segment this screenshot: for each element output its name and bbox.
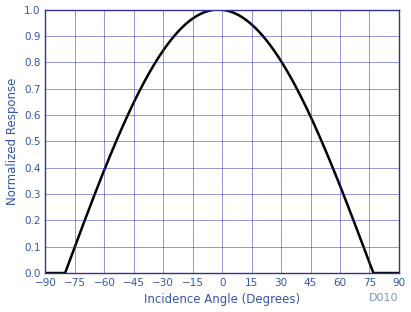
X-axis label: Incidence Angle (Degrees): Incidence Angle (Degrees) bbox=[144, 294, 300, 306]
Y-axis label: Normalized Response: Normalized Response bbox=[6, 78, 18, 205]
Text: D010: D010 bbox=[369, 293, 399, 303]
